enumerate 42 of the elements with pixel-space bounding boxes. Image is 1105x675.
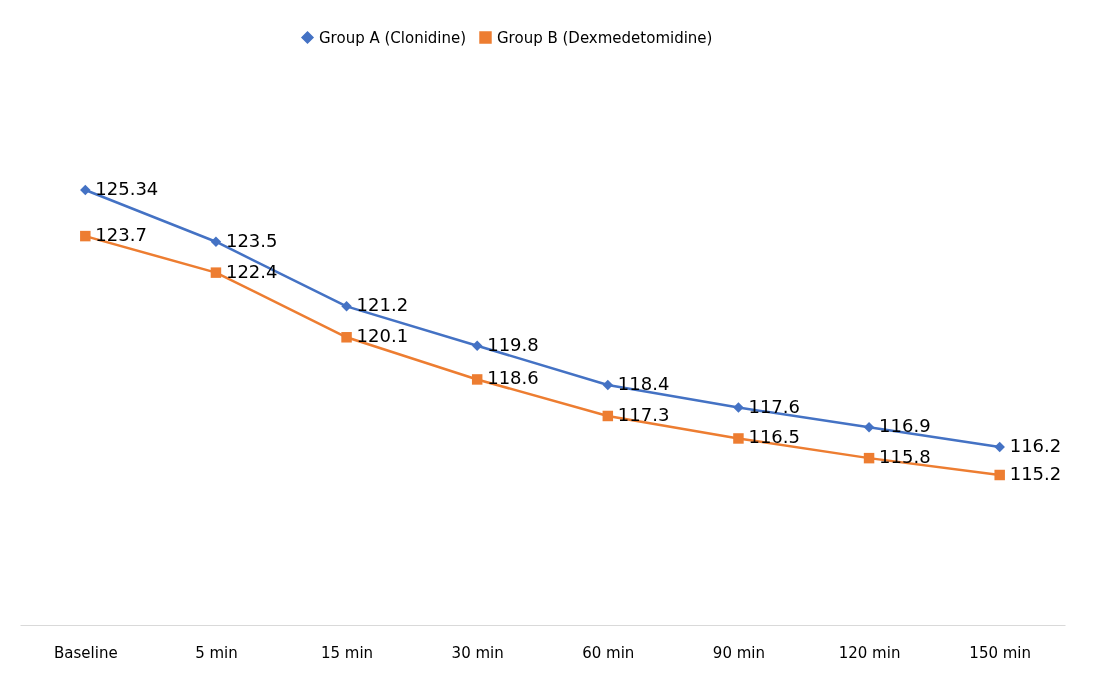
x-tick-label: 5 min [195, 643, 238, 662]
data-label: 123.7 [95, 224, 147, 246]
data-label: 120.1 [356, 325, 409, 347]
point [471, 340, 483, 351]
data-label: 116.9 [879, 415, 931, 437]
point [994, 469, 1005, 481]
point [733, 402, 744, 413]
point [602, 410, 614, 422]
x-tick-label: 120 min [838, 643, 901, 662]
point [80, 230, 91, 242]
data-label: 115.2 [1009, 463, 1062, 484]
data-label: 122.4 [225, 260, 278, 282]
point [471, 374, 483, 385]
point [733, 433, 744, 444]
data-label: 125.34 [95, 178, 159, 199]
data-label: 116.2 [1009, 434, 1062, 456]
x-tick-label: Baseline [54, 643, 118, 662]
point [341, 301, 352, 312]
point [80, 184, 91, 196]
data-label: 118.4 [617, 373, 670, 395]
data-label: 118.6 [487, 367, 539, 389]
data-label: 121.2 [356, 294, 409, 316]
x-tick-label: 150 min [969, 643, 1032, 662]
legend-label: Group B (Dexmedetomidine) [497, 28, 713, 47]
x-tick-label: 60 min [582, 643, 635, 662]
legend-label: Group A (Clonidine) [319, 28, 467, 47]
point [994, 441, 1005, 453]
point [210, 236, 222, 247]
point [863, 452, 875, 464]
data-label: 117.6 [748, 395, 800, 417]
point [602, 379, 614, 391]
data-label: 117.3 [617, 403, 670, 425]
x-tick-label: 30 min [451, 643, 504, 662]
point [341, 332, 352, 343]
data-label: 116.5 [748, 426, 800, 448]
data-label: 123.5 [225, 229, 278, 251]
x-tick-label: 15 min [320, 643, 374, 662]
x-tick-label: 90 min [712, 643, 766, 662]
point [210, 267, 222, 278]
point [863, 421, 875, 433]
data-label: 119.8 [487, 333, 539, 355]
data-label: 115.8 [879, 446, 931, 468]
